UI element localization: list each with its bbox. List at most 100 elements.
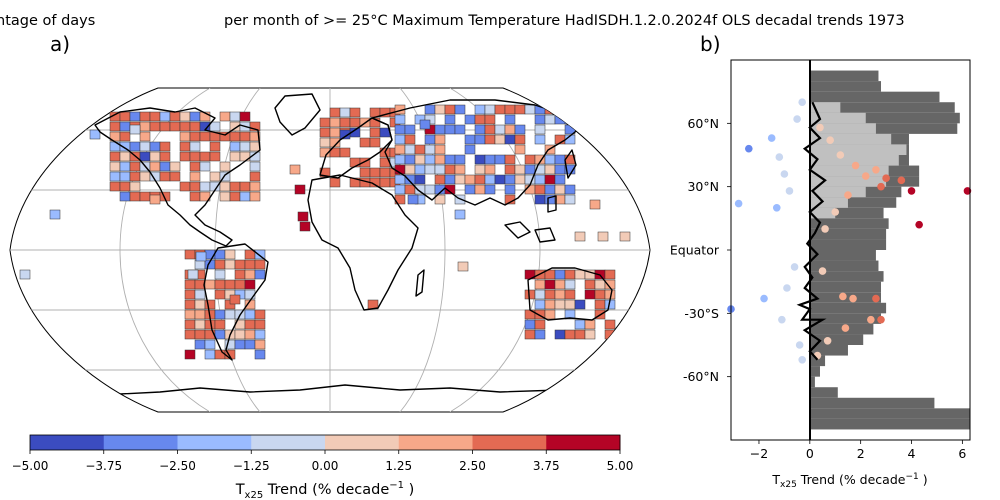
map-grid-box — [119, 191, 131, 202]
map-grid-box — [179, 111, 191, 122]
map-grid-box — [564, 289, 576, 300]
map-grid-box — [457, 261, 469, 272]
histogram-dark-bar — [809, 207, 884, 219]
map-grid-box — [194, 289, 206, 300]
map-grid-box — [209, 141, 221, 152]
map-grid-box — [434, 154, 446, 165]
colorbar-tick-label: 3.75 — [533, 459, 560, 473]
histogram-dark-bar — [809, 366, 820, 377]
histogram-dark-bar — [809, 250, 876, 261]
map-grid-box — [534, 124, 546, 135]
map-grid-box — [189, 181, 201, 192]
scatter-point — [778, 315, 786, 324]
scatter-point — [844, 191, 852, 199]
map-grid-box — [454, 164, 466, 175]
colorbar-cell — [103, 435, 178, 450]
scatter-point — [785, 187, 794, 195]
map-grid-box — [149, 121, 161, 132]
map-grid-box — [394, 184, 406, 195]
map-grid-box — [534, 319, 546, 330]
map-grid-box — [544, 184, 556, 195]
map-grid-box — [129, 181, 141, 192]
map-grid-box — [254, 329, 266, 340]
map-grid-box — [514, 164, 526, 175]
map-grid-box — [209, 151, 221, 162]
x-tick-label: 6 — [958, 446, 966, 461]
scatter-point — [963, 187, 972, 195]
map-grid-box — [554, 164, 566, 175]
histogram-dark-bar — [809, 218, 889, 229]
map-grid-box — [494, 124, 506, 135]
map-grid-box — [187, 269, 199, 280]
map-grid-box — [394, 124, 406, 135]
map-grid-box — [484, 124, 496, 135]
map-grid-box — [474, 164, 486, 175]
scatter-point — [772, 203, 781, 212]
map-grid-box — [424, 154, 436, 165]
map-grid-box — [494, 134, 506, 145]
map-grid-box — [109, 151, 121, 162]
map-grid-box — [444, 114, 456, 125]
map-grid-box — [554, 154, 566, 165]
map-grid-box — [244, 259, 256, 270]
histogram-light-bar — [809, 133, 892, 145]
map-grid-box — [484, 134, 496, 145]
map-grid-box — [484, 104, 496, 115]
map-grid-box — [199, 151, 211, 162]
map-grid-box — [129, 124, 141, 135]
map-grid-box — [444, 124, 456, 135]
map-grid-box — [424, 144, 436, 155]
map-grid-box — [239, 191, 251, 202]
map-grid-box — [594, 279, 606, 290]
y-tick-label: -60°N — [683, 369, 719, 384]
map-grid-box — [149, 194, 161, 205]
panel-a-label: a) — [50, 32, 70, 56]
x-tick-label: −2 — [750, 446, 768, 461]
map-grid-box — [194, 329, 206, 340]
map-grid-box — [444, 104, 456, 115]
map-grid-box — [119, 161, 131, 172]
map-grid-box — [474, 114, 486, 125]
map-grid-box — [554, 329, 566, 340]
map-grid-box — [369, 137, 381, 148]
scatter-point — [861, 172, 870, 180]
map-grid-box — [89, 129, 101, 140]
map-grid-box — [379, 177, 391, 188]
map-grid-box — [209, 121, 221, 132]
map-grid-box — [554, 174, 566, 185]
map-grid-box — [584, 329, 596, 340]
map-grid-box — [219, 171, 231, 182]
map-grid-box — [534, 279, 546, 290]
map-grid-box — [434, 134, 446, 145]
map-grid-box — [394, 154, 406, 165]
map-grid-box — [329, 137, 341, 148]
map-grid-box — [224, 309, 236, 320]
histogram-dark-bar — [809, 271, 884, 282]
map-grid-box — [584, 279, 596, 290]
map-grid-box — [504, 174, 516, 185]
map-grid-box — [214, 329, 226, 340]
map-grid-box — [149, 161, 161, 172]
map-grid-box — [564, 194, 576, 205]
colorbar: −5.00 −3.75 −2.50 −1.25 0.00 1.25 2.50 3.75 5.00… — [12, 434, 633, 500]
histogram-dark-bar — [809, 355, 826, 367]
map-grid-box — [564, 299, 576, 310]
panel-b: −2 0 2 4 6 60°N 30°N Equator -30°S -60°N Tx25 Tr… — [670, 59, 972, 490]
map-grid-box — [169, 161, 181, 172]
colorbar-label-end: ) — [404, 482, 414, 498]
map-grid-box — [474, 104, 486, 115]
map-grid-box — [184, 279, 196, 290]
map-grid-box — [564, 309, 576, 320]
colorbar-ticks: −5.00 −3.75 −2.50 −1.25 0.00 1.25 2.50 3.75 5.00 — [12, 450, 633, 473]
scatter-point — [793, 115, 801, 123]
colorbar-cells — [30, 435, 621, 450]
map-grid-box — [329, 107, 341, 118]
map-grid-box — [294, 184, 306, 195]
map-grid-box — [179, 181, 191, 192]
map-grid-box — [464, 144, 476, 155]
map-grid-box — [484, 174, 496, 185]
coastlines — [94, 93, 631, 396]
map-grid-box — [254, 339, 266, 350]
map-grid-box — [604, 329, 616, 340]
map-grid-box — [119, 121, 131, 132]
